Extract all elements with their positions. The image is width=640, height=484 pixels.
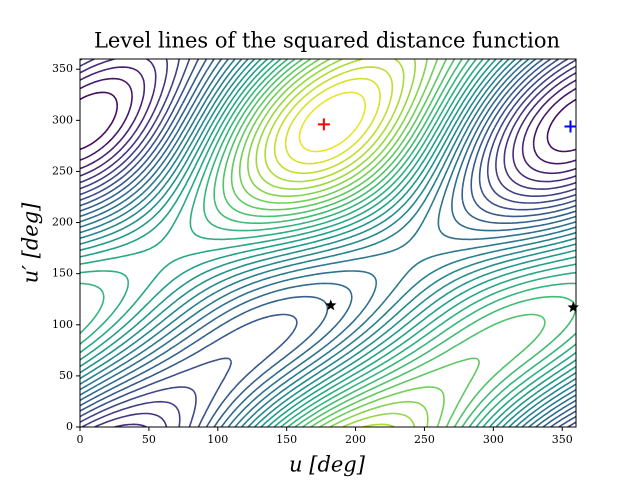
x-tick-label: 100 [207,433,228,446]
level-line [230,59,480,427]
plot-frame [79,58,577,428]
level-line [298,91,366,153]
level-line [80,59,576,427]
x-tick-label: 50 [142,433,156,446]
plus-marker [564,120,577,133]
level-line [80,77,576,165]
level-line [238,59,445,427]
y-tick-label: 100 [52,318,73,331]
x-tick-label: 350 [552,433,573,446]
x-tick-label: 0 [77,433,84,446]
x-axis-label: u [deg] [289,453,366,477]
level-line [273,66,394,175]
level-line [80,59,576,427]
y-tick-label: 150 [52,267,73,280]
level-line [255,59,416,427]
y-tick-label: 50 [59,369,73,382]
level-line [80,59,576,427]
level-line [80,59,576,427]
star-marker [567,301,579,313]
contour-lines [80,59,576,427]
y-tick-label: 300 [52,113,73,126]
x-tick-label: 200 [345,433,366,446]
level-line [80,59,576,427]
y-tick-label: 0 [66,420,73,433]
y-axis-label: u′ [deg] [19,202,43,283]
y-tick-label: 250 [52,164,73,177]
level-line [80,59,576,427]
level-line [80,59,576,427]
x-tick-label: 300 [483,433,504,446]
x-tick-label: 250 [414,433,435,446]
level-line [80,59,576,427]
plus-marker [317,118,330,131]
y-tick-label: 350 [52,62,73,75]
level-line [80,66,576,175]
level-line [284,77,381,165]
x-tick-label: 150 [276,433,297,446]
chart-title: Level lines of the squared distance func… [94,29,560,53]
y-tick-label: 200 [52,216,73,229]
level-line [80,91,576,153]
star-marker [325,299,337,311]
